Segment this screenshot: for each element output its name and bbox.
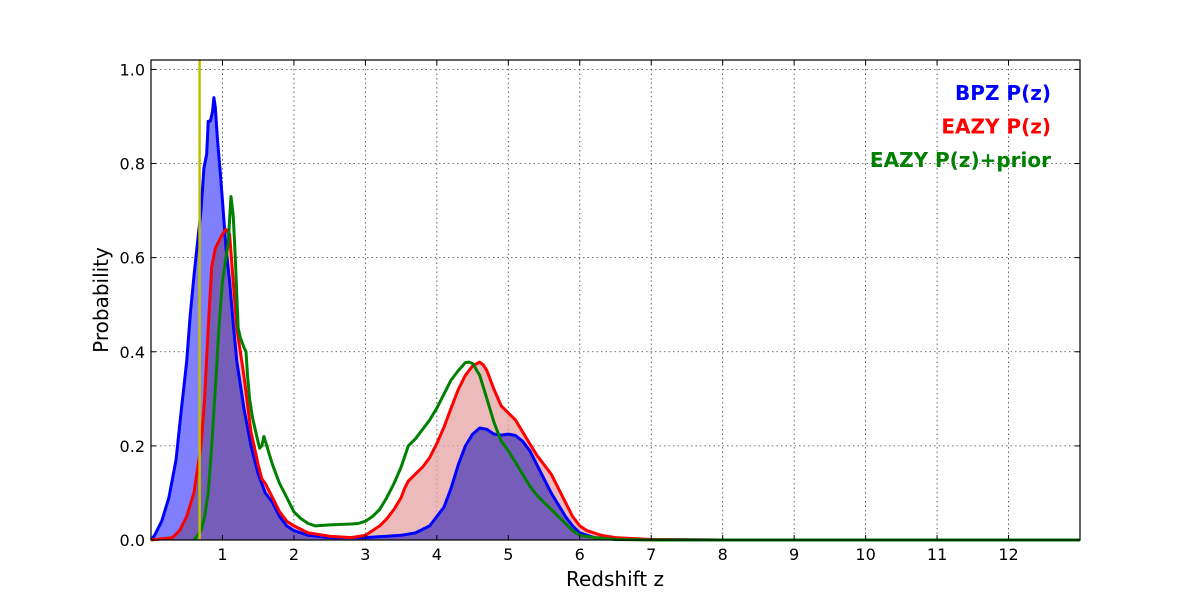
series-line-eazy-p-z bbox=[150, 227, 1080, 542]
y-axis-ticks: 0.0 0.2 0.4 0.6 0.8 1.0 bbox=[120, 60, 1080, 550]
x-tick-label: 10 bbox=[855, 545, 875, 564]
x-axis-title: Redshift z bbox=[566, 567, 664, 591]
x-tick-label: 3 bbox=[360, 545, 370, 564]
series-fills bbox=[151, 97, 1080, 540]
x-tick-label: 12 bbox=[998, 545, 1018, 564]
y-tick-label: 0.8 bbox=[120, 155, 145, 174]
y-tick-label: 0.6 bbox=[120, 249, 145, 268]
legend: BPZ P(z) EAZY P(z) EAZY P(z)+prior bbox=[870, 81, 1051, 172]
y-tick-label: 0.0 bbox=[120, 531, 145, 550]
x-tick-label: 6 bbox=[575, 545, 585, 564]
x-tick-label: 9 bbox=[789, 545, 799, 564]
series-fill-eazy-p-z bbox=[151, 229, 1080, 540]
grid bbox=[151, 60, 1080, 540]
legend-entry-eazy-p-z: EAZY P(z) bbox=[941, 115, 1051, 139]
x-tick-label: 2 bbox=[289, 545, 299, 564]
series-line-eazy-p-z-prior bbox=[192, 195, 1080, 542]
plot-frame bbox=[150, 59, 1081, 541]
y-tick-label: 1.0 bbox=[120, 60, 145, 79]
x-axis-ticks: 1 2 3 4 5 6 7 8 9 10 11 12 bbox=[217, 60, 1019, 564]
x-tick-label: 5 bbox=[503, 545, 513, 564]
series-line-bpz-p-z bbox=[149, 96, 1080, 542]
legend-entry-eazy-p-z-prior: EAZY P(z)+prior bbox=[870, 148, 1051, 172]
series-lines bbox=[149, 96, 1080, 542]
x-tick-label: 11 bbox=[927, 545, 947, 564]
legend-entry-bpz-p-z: BPZ P(z) bbox=[955, 81, 1051, 105]
y-tick-label: 0.4 bbox=[120, 343, 145, 362]
y-tick-label: 0.2 bbox=[120, 437, 145, 456]
x-tick-label: 4 bbox=[432, 545, 442, 564]
x-tick-label: 7 bbox=[646, 545, 656, 564]
y-axis-title: Probability bbox=[89, 247, 113, 353]
x-tick-label: 1 bbox=[217, 545, 227, 564]
x-tick-label: 8 bbox=[718, 545, 728, 564]
